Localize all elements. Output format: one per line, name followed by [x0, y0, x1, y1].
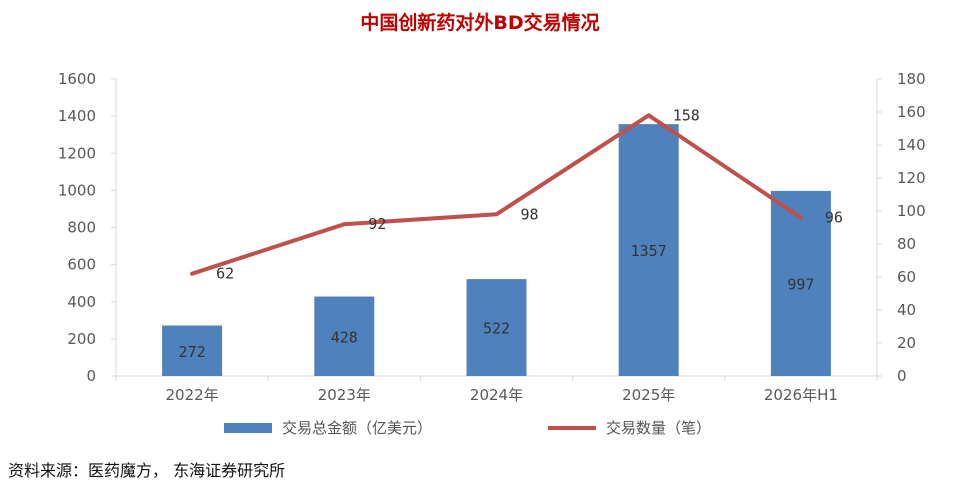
y-right-tick-label: 120	[897, 169, 926, 187]
bar-data-label: 272	[179, 343, 206, 361]
line-data-label: 62	[216, 265, 234, 283]
y-right-tick-label: 20	[897, 334, 916, 352]
y-right-tick-label: 40	[897, 301, 916, 319]
bar	[466, 279, 527, 376]
y-left-tick-label: 1600	[58, 70, 96, 88]
y-right-tick-label: 60	[897, 268, 916, 286]
y-right-tick-label: 180	[897, 70, 926, 88]
line-point	[495, 212, 498, 216]
line-series-count	[190, 113, 803, 276]
x-tick-label: 2025年	[622, 386, 675, 404]
legend-label-count: 交易数量（笔）	[606, 419, 712, 437]
bar-data-label: 522	[483, 320, 510, 338]
y-left-tick-label: 200	[67, 330, 96, 348]
line-point	[190, 272, 194, 276]
y-right-tick-label: 140	[897, 136, 926, 154]
y-left-tick-label: 1000	[58, 181, 96, 199]
y-left-tick-label: 600	[67, 256, 96, 274]
x-tick-label: 2024年	[470, 386, 523, 404]
x-tick-label: 2022年	[166, 386, 219, 404]
line-point	[342, 222, 346, 226]
legend-swatch-bar	[224, 422, 272, 433]
source-note: 资料来源：医药魔方， 东海证券研究所	[8, 461, 286, 480]
x-tick-label: 2026年H1	[764, 386, 838, 404]
y-left-tick-label: 1200	[58, 144, 96, 162]
line-data-label: 96	[825, 209, 843, 227]
legend-swatch-line	[548, 425, 596, 430]
y-left-tick-label: 0	[86, 367, 96, 385]
bar	[314, 296, 375, 376]
bar	[162, 325, 223, 376]
bar-data-label: 1357	[631, 242, 667, 260]
bar	[618, 124, 679, 376]
y-left-tick-label: 800	[67, 219, 96, 237]
line-point	[647, 113, 651, 117]
bar-data-label: 997	[787, 275, 814, 293]
bar-data-label: 428	[331, 328, 358, 346]
legend-item-amount: 交易总金额（亿美元）	[224, 417, 432, 438]
line-data-label: 98	[521, 205, 539, 223]
y-right-tick-label: 0	[897, 367, 907, 385]
line-data-label: 158	[673, 106, 700, 124]
legend-label-amount: 交易总金额（亿美元）	[282, 419, 433, 437]
y-left-tick-label: 1400	[58, 107, 96, 125]
x-tick-label: 2023年	[318, 386, 371, 404]
y-left-tick-label: 400	[67, 293, 96, 311]
legend-item-count: 交易数量（笔）	[548, 417, 711, 438]
bar	[770, 190, 831, 376]
y-right-tick-label: 160	[897, 103, 926, 121]
line-data-label: 92	[368, 215, 386, 233]
chart-title: 中国创新药对外BD交易情况	[360, 12, 600, 34]
y-right-tick-label: 100	[897, 202, 926, 220]
y-right-tick-label: 80	[897, 235, 916, 253]
line-point	[799, 216, 803, 220]
